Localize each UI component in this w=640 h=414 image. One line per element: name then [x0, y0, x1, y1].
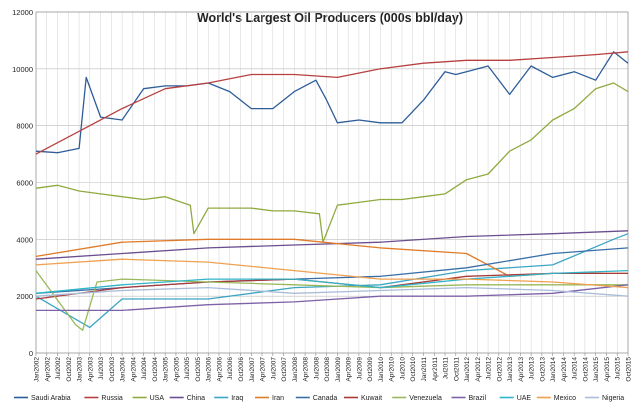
series-line-saudi-arabia	[35, 51, 629, 154]
x-tick-label: Apr2002	[44, 357, 51, 382]
x-tick-label: Apr2004	[130, 357, 137, 382]
x-tick-label: Jan2003	[77, 357, 84, 382]
x-tick-label: Jan2012	[464, 357, 471, 382]
x-tick-label: Oct2009	[367, 357, 374, 382]
legend: Saudi Arabia Russia USA China Iraq Iran Canada…	[14, 395, 624, 402]
legend-label: Iraq	[231, 395, 243, 402]
series-line-mexico	[35, 258, 629, 289]
x-tick-label: Jan2011	[421, 357, 428, 382]
x-tick-label: Jan2008	[292, 357, 299, 382]
x-tick-label: Jan2013	[507, 357, 514, 382]
series-line-venezuela	[35, 270, 628, 331]
x-tick-label: Jul2008	[313, 357, 320, 380]
x-tick-label: Oct2003	[109, 357, 116, 382]
x-tick-label: Jul2005	[184, 357, 191, 380]
x-tick-label: Oct2013	[539, 357, 546, 382]
x-tick-label: Apr2011	[432, 357, 439, 381]
y-tick-label: 0	[29, 349, 33, 358]
legend-label: Iran	[272, 395, 284, 402]
legend-label: Venezuela	[409, 395, 442, 402]
series-line-brazil	[36, 284, 629, 312]
series-layer	[35, 51, 629, 331]
plot-frame	[35, 11, 629, 354]
x-tick-label: Oct2012	[496, 357, 503, 382]
y-tick-label: 12000	[12, 8, 33, 17]
x-tick-label: Oct2002	[66, 357, 73, 382]
x-tick-label: Apr2003	[87, 357, 94, 382]
x-tick-label: Oct2014	[582, 357, 589, 382]
x-tick-label: Oct2010	[410, 357, 417, 382]
x-tick-label: Jan2014	[550, 357, 557, 382]
x-tick-label: Jan2006	[206, 357, 213, 382]
x-tick-label: Apr2010	[389, 357, 396, 382]
legend-label: China	[187, 395, 205, 402]
x-tick-label: Jul2013	[529, 357, 536, 380]
x-tick-label: Jul2002	[55, 357, 62, 380]
x-tick-label: Apr2006	[216, 357, 223, 382]
y-tick-label: 6000	[16, 179, 33, 188]
legend-label: Canada	[313, 395, 338, 402]
x-tick-label: Oct2015	[626, 357, 633, 382]
x-tick-label: Jul2003	[98, 357, 105, 380]
y-tick-label: 10000	[12, 65, 33, 74]
x-tick-label: Apr2008	[303, 357, 310, 382]
x-tick-label: Jul2015	[615, 357, 622, 380]
x-tick-label: Jul2012	[486, 357, 493, 380]
y-tick-label: 4000	[16, 235, 33, 244]
legend-label: Mexico	[554, 395, 576, 402]
x-tick-label: Oct2004	[152, 357, 159, 382]
y-tick-label: 2000	[16, 292, 33, 301]
x-tick-label: Apr2005	[173, 357, 180, 382]
series-line-nigeria	[35, 286, 629, 297]
legend-label: Kuwait	[361, 395, 382, 402]
x-tick-label: Apr2012	[475, 357, 482, 382]
x-tick-label: Jul2006	[227, 357, 234, 380]
x-tick-label: Jul2014	[572, 357, 579, 380]
x-tick-label: Oct2007	[281, 357, 288, 382]
x-tick-label: Jul2004	[141, 357, 148, 380]
legend-label: Russia	[101, 395, 123, 402]
x-tick-label: Oct2006	[238, 357, 245, 382]
x-tick-label: Apr2014	[561, 357, 568, 382]
y-tick-label: 8000	[16, 122, 33, 131]
x-tick-label: Apr2015	[604, 357, 611, 382]
x-tick-label: Jan2005	[163, 357, 170, 382]
series-line-russia	[35, 51, 629, 155]
x-tick-label: Jan2010	[378, 357, 385, 382]
x-tick-label: Oct2005	[195, 357, 202, 382]
x-tick-label: Jul2009	[356, 357, 363, 380]
x-tick-label: Oct2011	[453, 357, 460, 381]
legend-label: UAE	[517, 395, 532, 402]
x-tick-label: Jul2011	[443, 357, 450, 380]
legend-label: USA	[150, 395, 165, 402]
series-line-uae	[35, 269, 629, 294]
x-tick-label: Apr2009	[346, 357, 353, 382]
legend-label: Brazil	[469, 395, 487, 402]
x-tick-label: Jan2004	[120, 357, 127, 382]
x-tick-label: Jan2009	[335, 357, 342, 382]
x-tick-label: Jan2015	[593, 357, 600, 382]
x-tick-label: Apr2007	[260, 357, 267, 382]
x-tick-label: Jul2010	[399, 357, 406, 380]
x-tick-label: Jul2007	[270, 357, 277, 380]
x-tick-label: Oct2008	[324, 357, 331, 382]
chart-title: World's Largest Oil Producers (000s bbl/…	[197, 11, 463, 25]
x-tick-label: Jan2007	[249, 357, 256, 382]
legend-label: Saudi Arabia	[31, 395, 71, 402]
legend-label: Nigeria	[602, 395, 624, 402]
x-tick-label: Jan2002	[34, 357, 41, 382]
x-tick-label: Apr2013	[518, 357, 525, 382]
